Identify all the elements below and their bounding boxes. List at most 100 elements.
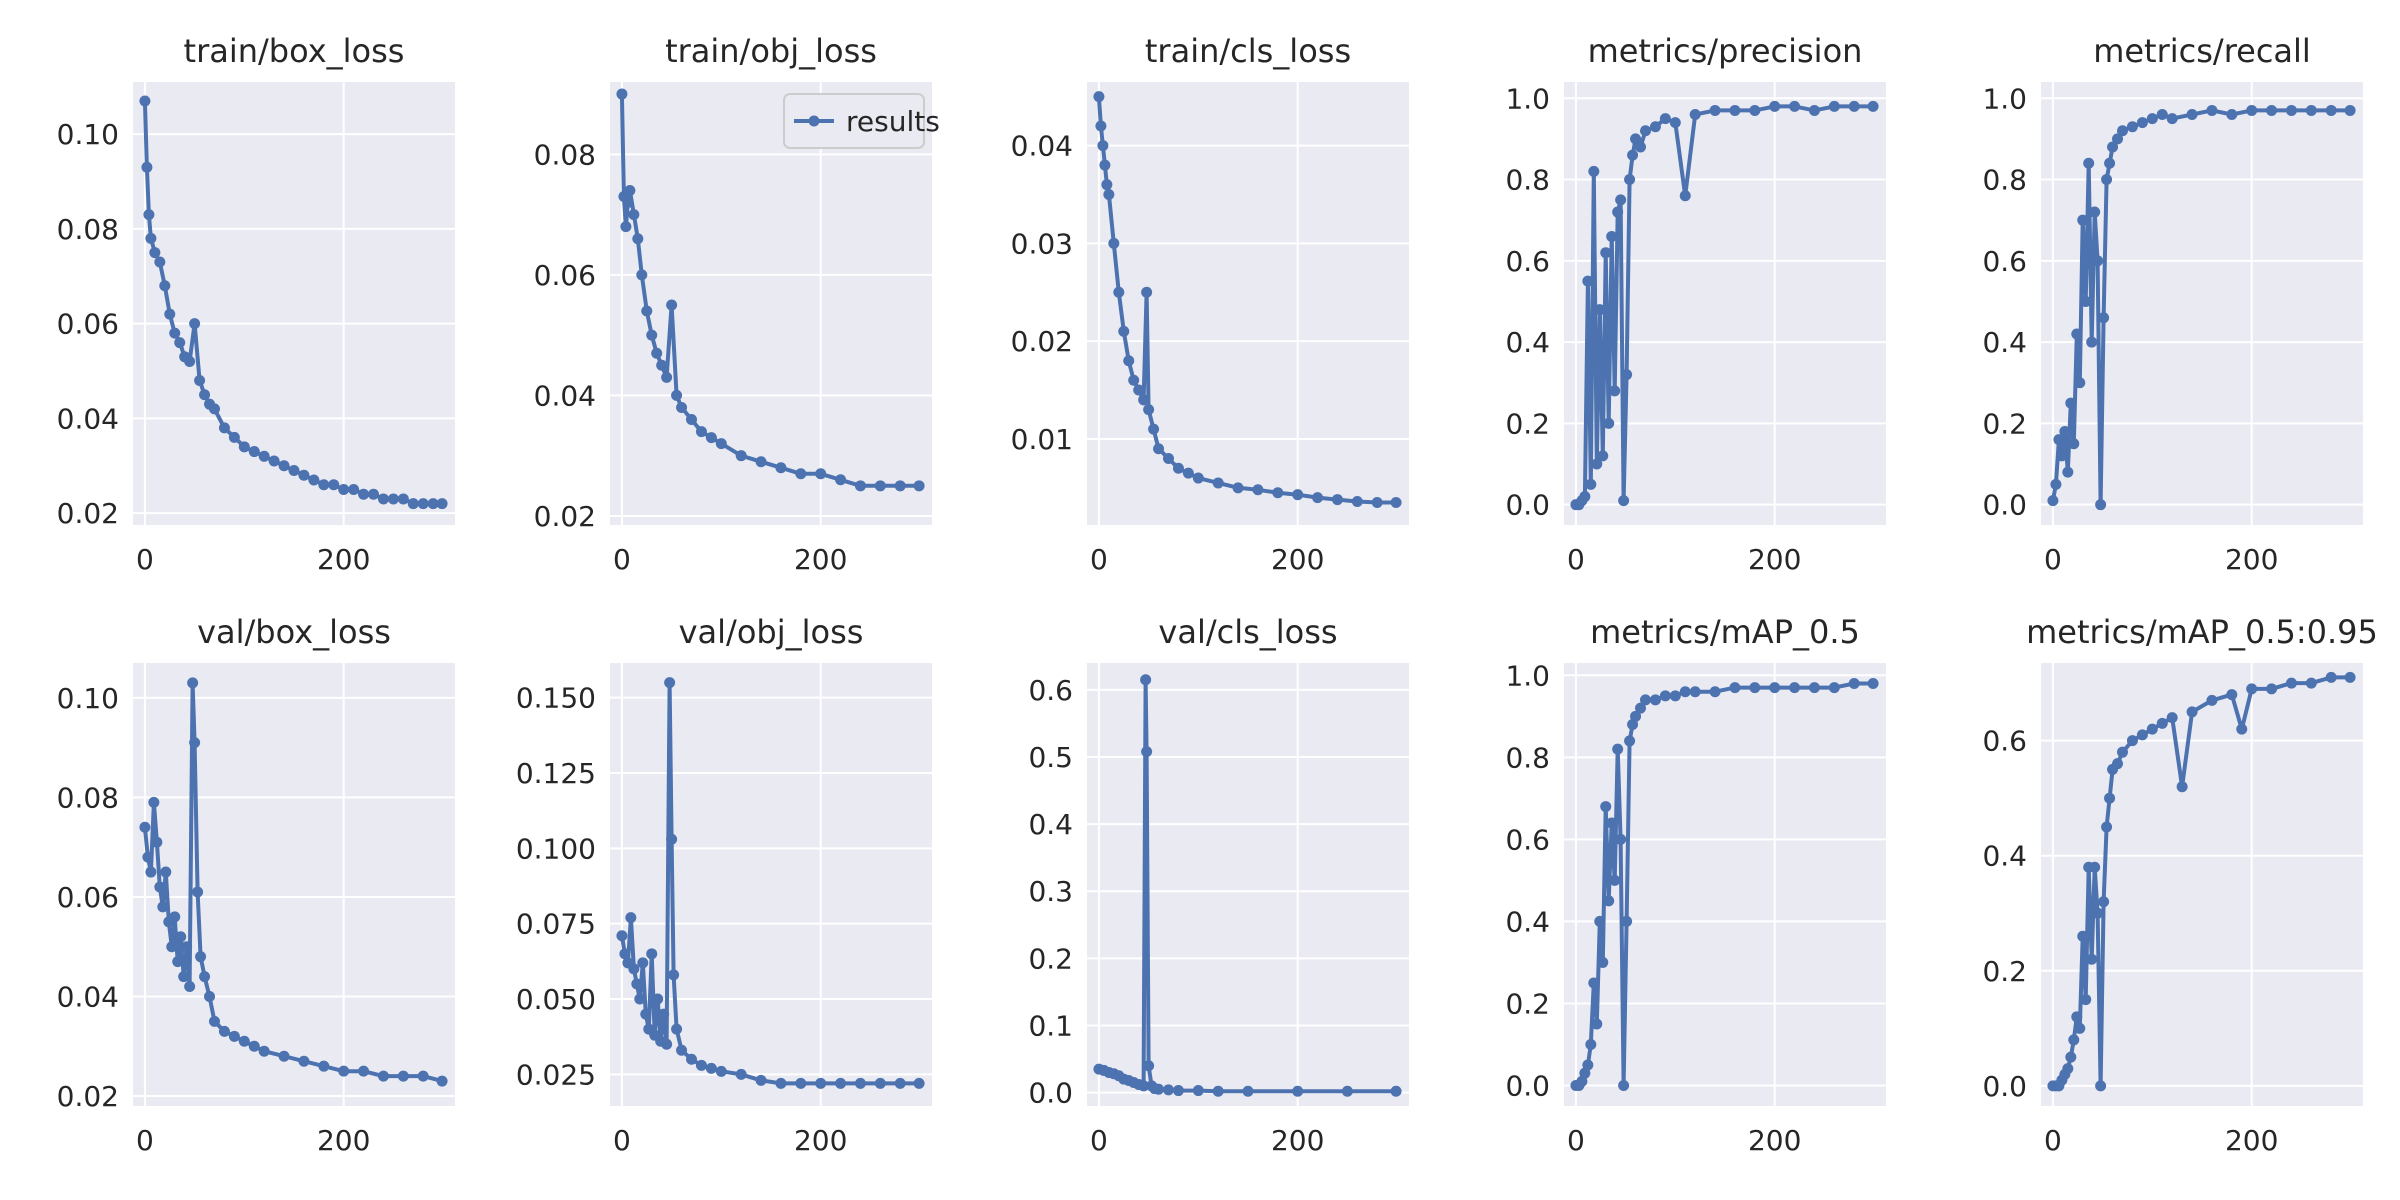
data-point	[258, 450, 270, 462]
data-point	[1808, 104, 1820, 116]
legend: results	[783, 93, 940, 149]
data-point	[1192, 1085, 1204, 1097]
data-point	[145, 866, 157, 878]
data-point	[159, 280, 171, 292]
x-tick-label: 0	[613, 1124, 631, 1157]
data-point	[1621, 369, 1633, 381]
data-point	[835, 474, 847, 486]
data-point	[169, 911, 181, 923]
chart-title: train/obj_loss	[665, 32, 877, 70]
plot-area	[1087, 82, 1409, 525]
data-point	[1182, 467, 1194, 479]
data-point	[143, 209, 155, 221]
data-point	[658, 1008, 670, 1020]
data-point	[2112, 758, 2124, 770]
data-point	[715, 1065, 727, 1077]
data-point	[705, 432, 717, 444]
data-point	[298, 469, 310, 481]
y-tick-label: 0.10	[57, 682, 119, 715]
data-point	[2101, 174, 2113, 186]
data-point	[705, 1062, 717, 1074]
data-point	[1769, 100, 1781, 112]
data-point	[1749, 682, 1761, 694]
x-tick-label: 0	[1567, 543, 1585, 576]
data-point	[2136, 729, 2148, 741]
y-tick-label: 0.06	[57, 881, 119, 914]
data-point	[2068, 1034, 2080, 1046]
data-point	[1659, 113, 1671, 125]
data-point	[1582, 1059, 1594, 1071]
data-point	[1351, 496, 1363, 508]
data-point	[755, 456, 767, 468]
y-tick-label: 0.2	[1505, 407, 1550, 440]
data-point	[631, 978, 643, 990]
data-point	[616, 930, 628, 942]
data-point	[436, 1075, 448, 1087]
y-tick-label: 0.02	[1011, 325, 1073, 358]
data-point	[671, 1023, 683, 1035]
data-point	[636, 269, 648, 281]
data-point	[1141, 286, 1153, 298]
y-tick-label: 0.5	[1028, 741, 1073, 774]
data-point	[358, 488, 370, 500]
data-point	[1097, 140, 1109, 152]
data-point	[634, 993, 646, 1005]
data-point	[218, 1025, 230, 1037]
chart-val-cls-loss: val/cls_loss 0 200 0.0 0.1 0.2 0.3 0.4 0.5 0.6	[1028, 613, 1409, 1157]
x-tick-label: 200	[794, 1124, 847, 1157]
data-point	[2236, 723, 2248, 735]
data-point	[278, 460, 290, 472]
y-tick-label: 0.01	[1011, 423, 1073, 456]
data-point	[436, 498, 448, 510]
data-point	[685, 414, 697, 426]
y-tick-label: 0.2	[1028, 942, 1073, 975]
data-point	[1808, 682, 1820, 694]
data-point	[160, 866, 172, 878]
data-point	[228, 431, 240, 443]
data-point	[1612, 206, 1624, 218]
plot-area	[133, 82, 455, 525]
x-tick-label: 200	[317, 543, 370, 576]
data-point	[1749, 104, 1761, 116]
data-point	[894, 1077, 906, 1089]
data-point	[1172, 1085, 1184, 1097]
data-point	[1600, 801, 1612, 813]
data-point	[328, 479, 340, 491]
data-point	[2071, 1011, 2083, 1023]
data-point	[1212, 1085, 1224, 1097]
y-tick-label: 0.6	[1982, 725, 2027, 758]
data-point	[208, 403, 220, 415]
y-tick-label: 0.6	[1028, 674, 1073, 707]
data-point	[175, 931, 187, 943]
data-point	[1390, 497, 1402, 509]
data-point	[318, 479, 330, 491]
data-point	[1848, 100, 1860, 112]
y-tick-label: 0.150	[516, 682, 596, 715]
data-point	[2285, 104, 2297, 116]
y-tick-label: 0.04	[57, 980, 119, 1013]
data-point	[189, 318, 201, 330]
chart-title: train/box_loss	[184, 32, 405, 70]
data-point	[318, 1060, 330, 1072]
data-point	[1108, 237, 1120, 249]
data-point	[308, 474, 320, 486]
x-tick-label: 0	[2044, 1124, 2062, 1157]
data-point	[874, 480, 886, 492]
y-tick-label: 0.025	[516, 1058, 596, 1091]
data-point	[1621, 915, 1633, 927]
data-point	[632, 233, 644, 245]
data-point	[1093, 91, 1105, 103]
data-point	[695, 426, 707, 438]
data-point	[1609, 385, 1621, 397]
x-tick-label: 0	[136, 1124, 154, 1157]
data-point	[189, 737, 201, 749]
data-point	[1594, 915, 1606, 927]
data-point	[646, 329, 658, 341]
data-point	[2092, 255, 2104, 267]
data-point	[1312, 492, 1324, 504]
data-point	[2086, 336, 2098, 348]
data-point	[1709, 686, 1721, 698]
data-point	[1679, 190, 1691, 202]
data-point	[894, 480, 906, 492]
